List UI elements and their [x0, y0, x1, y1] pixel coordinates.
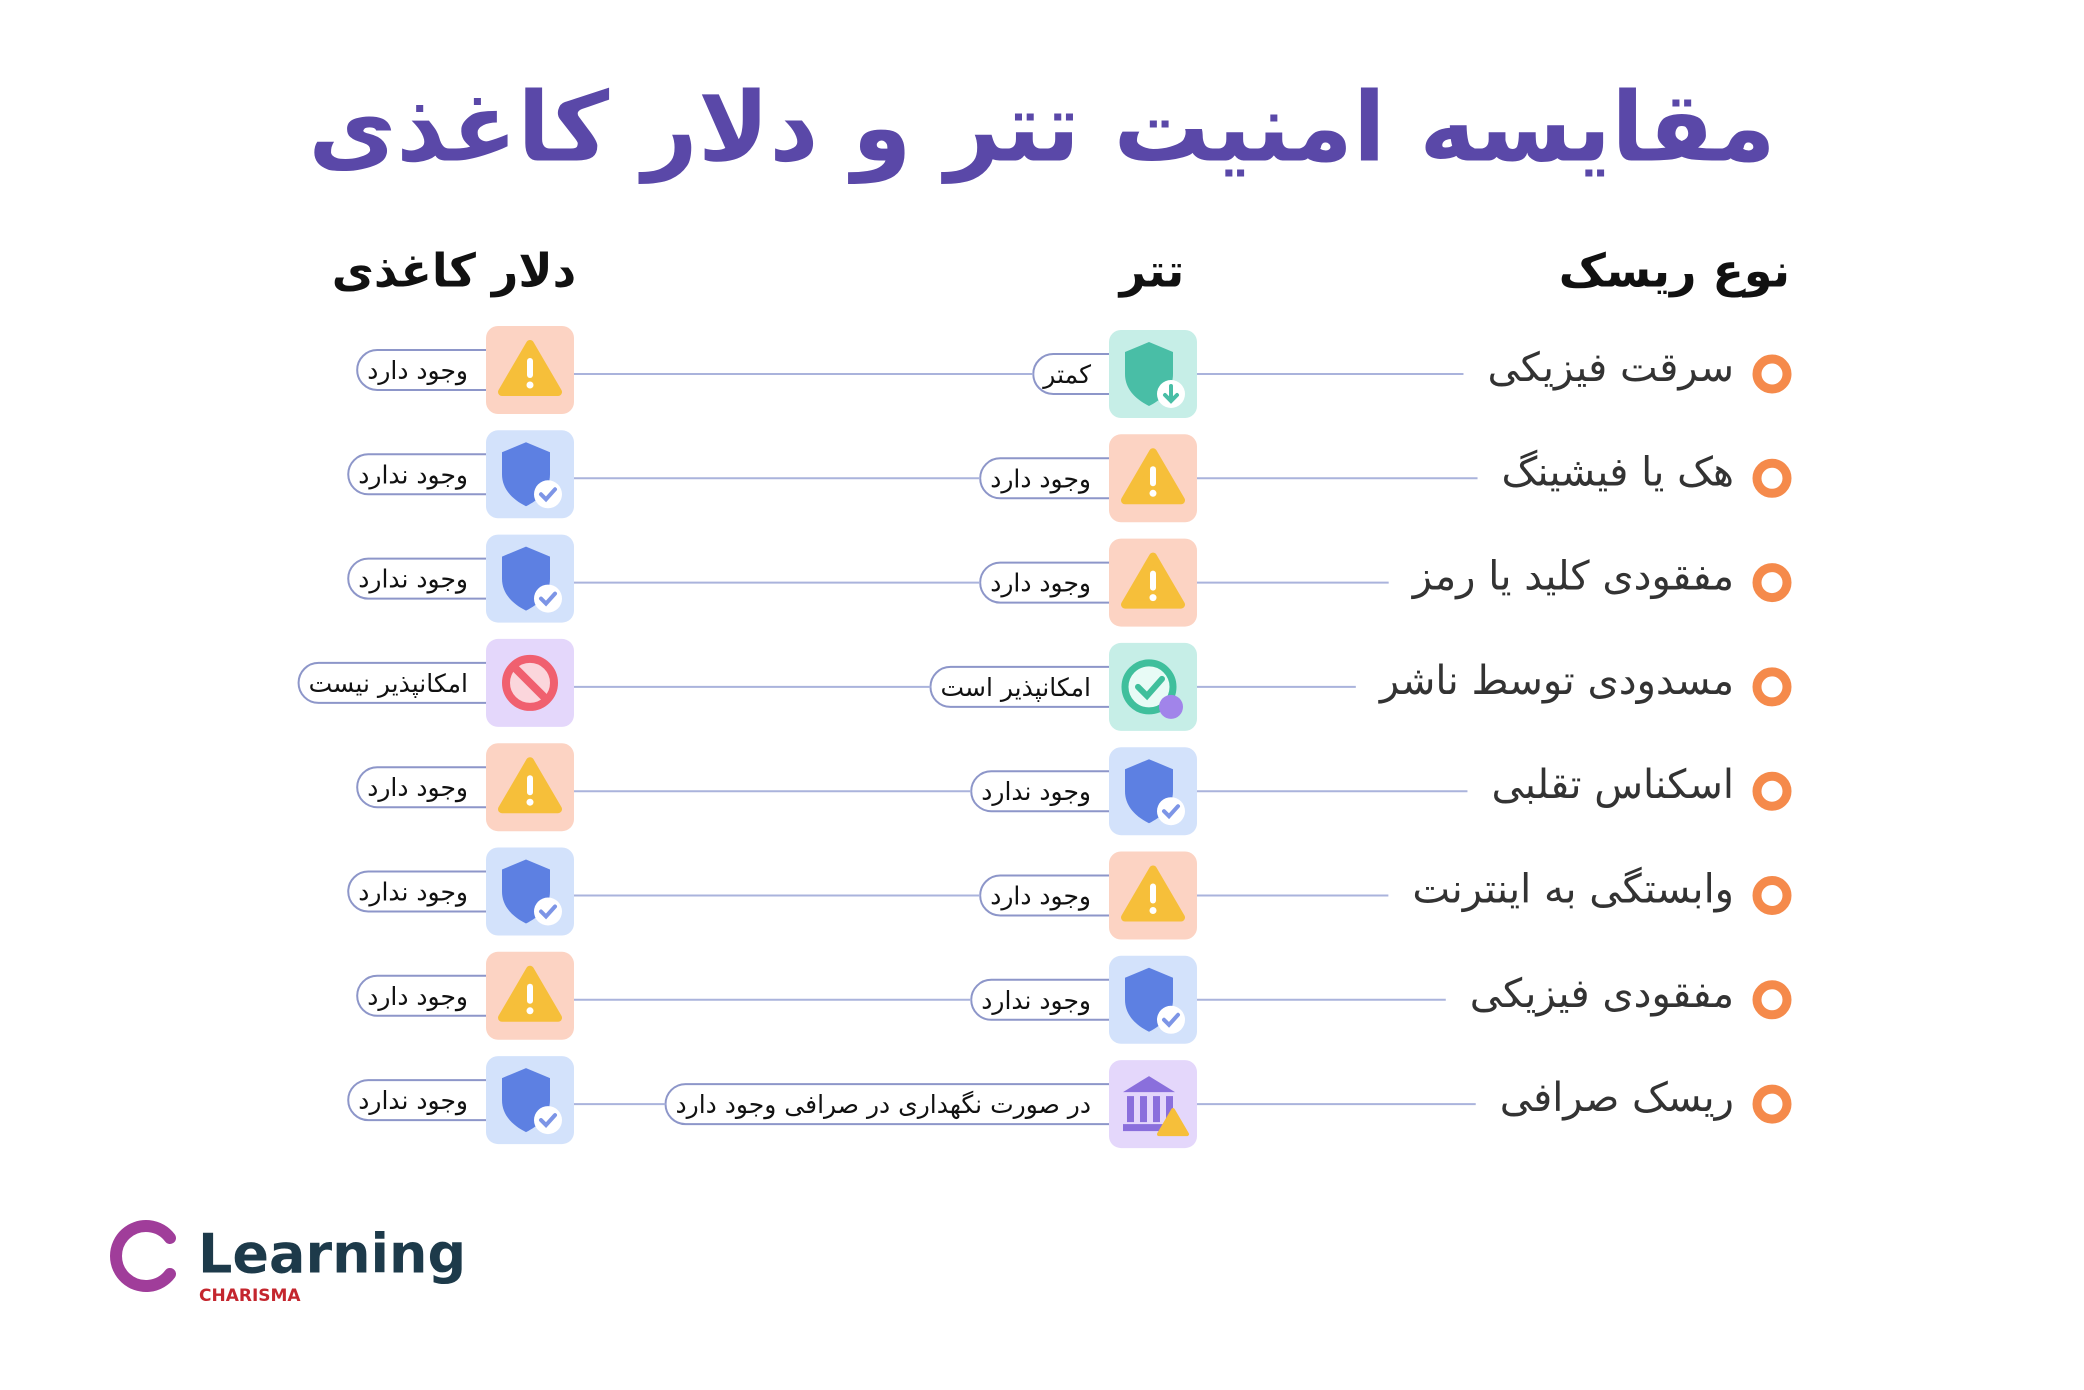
ban-slash: [511, 664, 549, 702]
icon-shield-down: [1109, 330, 1197, 418]
bank-column: [1127, 1096, 1134, 1123]
icon-warn: [486, 951, 574, 1040]
value-label: وجود ندارد: [358, 460, 468, 490]
value-label: در صورت نگهداری در صرافی وجود دارد: [676, 1090, 1091, 1120]
icon-ban: [486, 638, 574, 727]
warn-bar: [1150, 570, 1156, 591]
bank-column: [1140, 1096, 1147, 1123]
icon-warn: [486, 326, 574, 414]
icon-shield: [486, 534, 574, 623]
warn-bar: [1150, 466, 1156, 487]
badge-check: [1162, 804, 1180, 820]
value-label: وجود دارد: [990, 464, 1091, 494]
warn-dot: [526, 798, 534, 806]
value-label: امکانپذیر نیست: [309, 669, 468, 698]
badge: [1159, 694, 1183, 719]
risk-label: مسدودی توسط ناشر: [1378, 658, 1734, 704]
bank-base: [1123, 1124, 1175, 1132]
column-header: تتر: [1118, 244, 1185, 298]
badge-check: [539, 591, 557, 607]
risk-label: مفقودی فیزیکی: [1470, 971, 1734, 1017]
risk-label: سرقت فیزیکی: [1487, 345, 1734, 391]
icon-bank: [1109, 1060, 1197, 1149]
value-label: وجود ندارد: [358, 565, 468, 595]
icon-warn: [1109, 538, 1197, 627]
risk-label: اسکناس تقلبی: [1491, 762, 1734, 808]
value-label: وجود دارد: [367, 773, 468, 803]
icon-shield: [486, 847, 574, 936]
value-label: وجود ندارد: [981, 777, 1091, 807]
title: مقایسه امنیت تتر و دلار کاغذی: [308, 71, 1776, 184]
risk-label: ریسک صرافی: [1500, 1075, 1734, 1121]
bullet: [1752, 771, 1792, 811]
warn-dot: [1149, 594, 1157, 602]
check-mark: [1135, 675, 1165, 701]
bank-column: [1166, 1096, 1173, 1123]
warn-dot: [526, 381, 534, 389]
badge-check: [539, 904, 557, 920]
bullet: [1752, 667, 1792, 707]
bank-roof: [1123, 1076, 1175, 1093]
icon-warn: [486, 743, 574, 832]
bullet: [1752, 1084, 1792, 1124]
badge-check: [1162, 1012, 1180, 1028]
icon-warn: [1109, 434, 1197, 523]
icon-shield: [486, 1056, 574, 1145]
column-header: نوع ریسک: [1559, 244, 1790, 298]
badge-check: [539, 487, 557, 503]
logo-brand: CHARISMA: [199, 1286, 301, 1306]
icon-check: [1109, 642, 1197, 731]
value-label: کمتر: [1041, 360, 1091, 389]
bullet: [1752, 563, 1792, 603]
value-label: وجود دارد: [367, 982, 468, 1012]
badge-arrow: [1163, 384, 1179, 404]
icon-warn: [1109, 851, 1197, 940]
bullet: [1752, 980, 1792, 1020]
risk-label: مفقودی کلید یا رمز: [1411, 554, 1734, 600]
bank-column: [1153, 1096, 1160, 1123]
value-label: وجود دارد: [367, 356, 468, 386]
icon-shield: [1109, 955, 1197, 1044]
warn-dot: [526, 1007, 534, 1015]
warn-bar: [1150, 883, 1156, 904]
value-label: وجود ندارد: [981, 986, 1091, 1016]
badge-check: [539, 1113, 557, 1129]
value-label: وجود ندارد: [358, 878, 468, 908]
check-ring: [1121, 659, 1177, 715]
bullet: [1752, 876, 1792, 915]
warn-bar: [527, 775, 533, 796]
warn-bar: [527, 358, 533, 378]
bullet: [1752, 458, 1792, 498]
risk-label: وابستگی به اینترنت: [1412, 867, 1734, 913]
icon-shield: [486, 430, 574, 519]
value-label: وجود دارد: [990, 569, 1091, 599]
warn-dot: [1149, 907, 1157, 914]
logo-ring: [110, 1220, 176, 1292]
logo-name: Learning: [198, 1223, 466, 1286]
logo: Learning CHARISMA: [110, 1220, 466, 1306]
icon-shield: [1109, 747, 1197, 836]
column-header: دلار کاغذی: [332, 244, 577, 298]
bullet: [1752, 354, 1792, 394]
value-label: وجود ندارد: [358, 1086, 468, 1116]
warn-triangle: [1157, 1108, 1189, 1137]
risk-label: هک یا فیشینگ: [1502, 449, 1734, 495]
warn-dot: [1149, 489, 1157, 497]
value-label: وجود دارد: [990, 882, 1091, 912]
warn-bar: [527, 983, 533, 1004]
value-label: امکانپذیر است: [940, 673, 1091, 702]
